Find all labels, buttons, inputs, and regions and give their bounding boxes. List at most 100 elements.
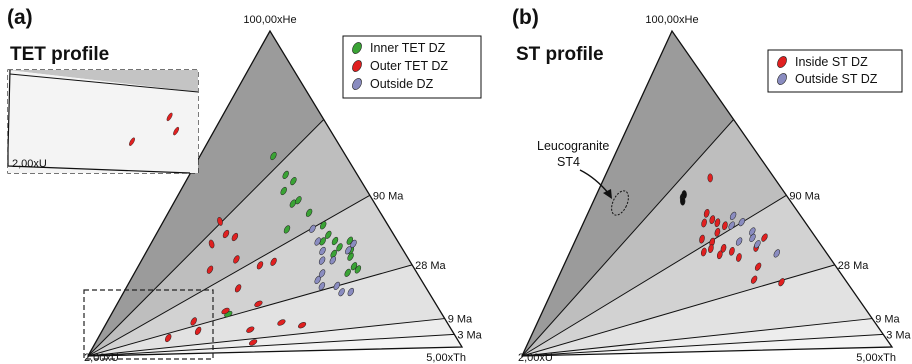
data-point xyxy=(231,232,239,242)
isochron-band xyxy=(522,195,835,356)
data-point xyxy=(680,196,686,206)
data-point xyxy=(754,262,762,271)
data-point xyxy=(217,217,223,226)
annotation-arrowhead xyxy=(603,189,612,199)
panel-b-title: ST profile xyxy=(516,44,604,65)
isochron-band xyxy=(88,195,413,356)
data-point xyxy=(773,249,781,258)
panel-a-triangle xyxy=(86,29,464,357)
isochron-band xyxy=(522,31,734,356)
data-point xyxy=(277,319,286,326)
legend-swatch-inner-tet xyxy=(352,42,362,54)
data-point xyxy=(319,221,327,230)
data-point xyxy=(283,225,291,234)
isochron-label: 28 Ma xyxy=(415,260,446,272)
data-point xyxy=(699,234,705,244)
panel-a-inset-points xyxy=(129,112,180,146)
annotation-dashed-ring xyxy=(611,190,629,216)
data-point xyxy=(325,230,332,239)
data-point xyxy=(707,173,713,183)
data-point xyxy=(354,265,362,274)
isochron-line xyxy=(87,318,445,357)
data-point xyxy=(233,255,240,264)
isochron-band xyxy=(522,119,787,356)
data-point xyxy=(318,256,326,265)
isochron-label: 3 Ma xyxy=(457,329,482,341)
panel-b-letter: (b) xyxy=(512,6,539,29)
data-point xyxy=(314,237,321,246)
data-point xyxy=(206,265,214,274)
data-point xyxy=(350,239,357,248)
panel-a-letter: (a) xyxy=(7,6,33,29)
data-point xyxy=(729,211,737,220)
panel-a-legend: Inner TET DZ Outer TET DZ Outside DZ xyxy=(342,35,482,99)
panel-a: (a) TET profile 90 Ma 28 Ma 9 Ma 3 Ma 100,0… xyxy=(7,6,483,364)
isochron-band xyxy=(522,264,873,356)
panel-b-vertex-left: 2,00xU xyxy=(518,352,553,364)
inset-data-point xyxy=(166,112,173,122)
data-point xyxy=(194,326,202,335)
panel-a-vertex-top: 100,00xHe xyxy=(243,14,296,26)
data-point xyxy=(749,227,756,236)
panel-a-legend-box xyxy=(342,35,482,99)
data-point xyxy=(290,177,297,186)
data-point xyxy=(249,339,258,346)
data-point xyxy=(305,208,313,217)
data-point xyxy=(289,199,297,208)
data-point xyxy=(298,321,307,329)
panel-b-triangle xyxy=(520,29,894,357)
data-point xyxy=(714,227,721,237)
data-point xyxy=(701,218,707,228)
data-point xyxy=(347,252,354,261)
data-point xyxy=(336,243,343,252)
inset-band-lower xyxy=(8,70,198,173)
data-point xyxy=(254,300,263,308)
data-point xyxy=(333,281,341,290)
data-point xyxy=(716,250,723,260)
data-point xyxy=(319,246,326,256)
data-point xyxy=(246,326,255,333)
panel-b-points xyxy=(679,173,785,287)
data-point xyxy=(256,261,264,270)
panel-a-inset-label: 2,00xU xyxy=(12,158,47,170)
data-point xyxy=(708,244,714,253)
isochron-band xyxy=(88,264,445,356)
data-point xyxy=(778,278,785,287)
legend-label-outside-st: Outside ST DZ xyxy=(795,72,878,86)
panel-a-inset-isochron xyxy=(9,73,199,93)
data-point xyxy=(270,151,277,161)
data-point xyxy=(280,186,287,196)
panel-b: (b) ST profile 90 Ma 28 Ma 9 Ma 3 Ma 100,00… xyxy=(512,6,912,364)
data-point xyxy=(221,307,230,315)
legend-swatch-inside-st xyxy=(777,56,787,68)
data-point xyxy=(714,218,721,228)
data-point xyxy=(270,257,277,266)
data-point xyxy=(222,229,230,239)
panel-b-vertex-top: 100,00xHe xyxy=(645,14,698,26)
isochron-label: 9 Ma xyxy=(875,314,900,326)
data-point xyxy=(754,240,761,249)
isochron-label: 28 Ma xyxy=(838,260,869,272)
panel-b-annotation: Leucogranite ST4 xyxy=(537,139,629,216)
annotation-leucogranite: Leucogranite xyxy=(537,139,609,153)
data-point xyxy=(736,253,742,262)
panel-b-legend: Inside ST DZ Outside ST DZ xyxy=(767,49,903,93)
panel-b-legend-box xyxy=(767,49,903,93)
data-point xyxy=(750,275,758,284)
data-point xyxy=(295,196,302,205)
data-point xyxy=(208,239,215,249)
panel-b-bands xyxy=(522,31,892,356)
annotation-st4: ST4 xyxy=(557,155,580,169)
inset-data-point xyxy=(173,126,180,136)
data-point xyxy=(700,247,707,257)
data-point xyxy=(282,170,289,179)
panel-a-inset-edge xyxy=(7,69,191,174)
data-point xyxy=(735,237,743,246)
data-point xyxy=(738,218,746,227)
data-point xyxy=(331,236,339,246)
data-point xyxy=(309,224,316,233)
panel-a-title: TET profile xyxy=(10,44,109,65)
data-point xyxy=(703,208,710,218)
isochron-label: 3 Ma xyxy=(886,329,911,341)
panel-a-points xyxy=(164,151,362,346)
